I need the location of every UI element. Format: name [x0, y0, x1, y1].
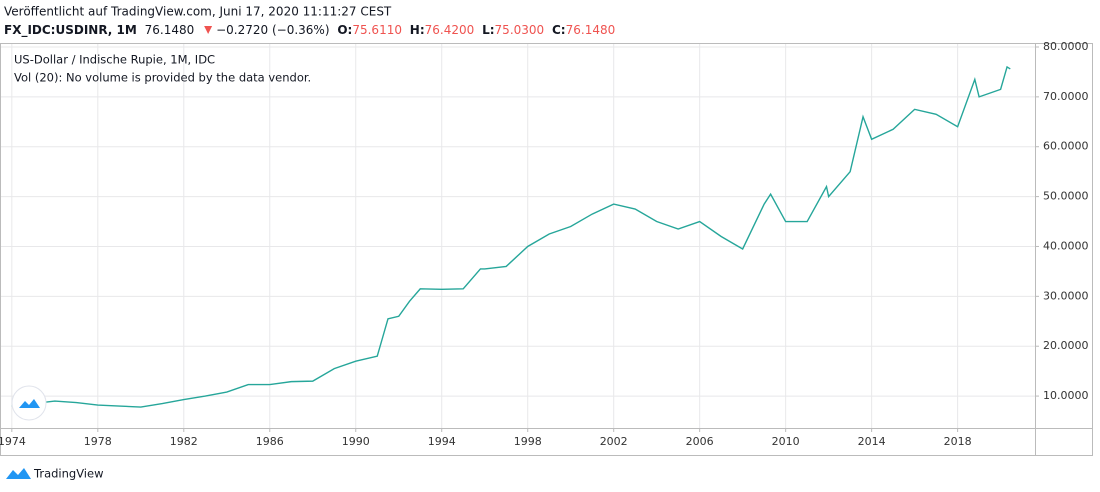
y-tick-label: 30.0000 [1043, 289, 1089, 302]
open: 75.6110 [352, 23, 402, 37]
y-tick-label: 10.0000 [1043, 389, 1089, 402]
published: Veröffentlicht auf TradingView.com, Juni… [4, 5, 392, 19]
y-tick-label: 50.0000 [1043, 190, 1089, 203]
x-tick-label: 2002 [600, 435, 628, 448]
low-label: L: [482, 23, 494, 37]
high-label: H: [410, 23, 425, 37]
watermark-logo [11, 385, 47, 421]
footer-brand: TradingView [33, 467, 103, 481]
x-tick-label: 1990 [342, 435, 370, 448]
change: −0.2720 (−0.36%) [216, 23, 329, 37]
y-tick-label: 70.0000 [1043, 90, 1089, 103]
close-label: C: [552, 23, 566, 37]
down-arrow [204, 26, 213, 34]
symbol: FX_IDC:USDINR, 1M [4, 23, 137, 38]
y-tick-label: 60.0000 [1043, 140, 1089, 153]
x-tick-label: 1982 [170, 435, 198, 448]
x-tick-label: 2014 [858, 435, 886, 448]
footer-logo [6, 468, 31, 479]
high: 76.4200 [425, 23, 475, 37]
x-tick-label: 1986 [256, 435, 284, 448]
open-label: O: [337, 23, 352, 37]
chart-border [0, 43, 1093, 456]
x-tick-label: 1998 [514, 435, 542, 448]
y-tick-label: 40.0000 [1043, 239, 1089, 252]
last: 76.1480 [145, 23, 195, 37]
x-tick-label: 2018 [944, 435, 972, 448]
x-tick-label: 2006 [686, 435, 714, 448]
x-tick-label: 1994 [428, 435, 456, 448]
quote-line: FX_IDC:USDINR, 1M 76.1480 −0.2720 (−0.36… [4, 23, 615, 38]
x-tick-label: 1978 [84, 435, 112, 448]
x-tick-label: 1974 [0, 435, 26, 448]
close: 76.1480 [566, 23, 616, 37]
chart-subtitle: Vol (20): No volume is provided by the d… [14, 71, 311, 85]
y-tick-label: 80.0000 [1043, 40, 1089, 53]
y-tick-label: 20.0000 [1043, 339, 1089, 352]
chart-title: US-Dollar / Indische Rupie, 1M, IDC [14, 53, 215, 67]
x-tick-label: 2010 [772, 435, 800, 448]
low: 75.0300 [495, 23, 545, 37]
price-line [11, 65, 1011, 408]
